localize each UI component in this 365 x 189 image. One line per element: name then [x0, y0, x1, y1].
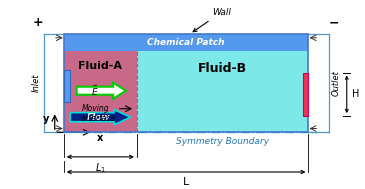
Text: Chemical Patch: Chemical Patch [147, 38, 225, 47]
Bar [64, 34, 308, 132]
Text: −: − [329, 16, 339, 29]
FancyArrow shape [70, 110, 131, 125]
FancyArrow shape [77, 83, 126, 99]
Bar [303, 73, 308, 116]
Bar [64, 70, 70, 102]
Text: Inlet: Inlet [32, 74, 41, 92]
Text: Outlet: Outlet [331, 70, 340, 96]
Text: Moving
Interface: Moving Interface [82, 104, 116, 123]
Text: y: y [42, 114, 49, 124]
Bar [64, 51, 137, 132]
Text: Symmetry Boundary: Symmetry Boundary [176, 137, 269, 146]
Bar [64, 34, 308, 51]
Text: x: x [97, 133, 104, 143]
Text: H: H [352, 89, 360, 99]
Text: L: L [183, 177, 189, 187]
Text: Fluid-B: Fluid-B [198, 62, 247, 74]
Text: Flow: Flow [87, 113, 111, 122]
Text: +: + [33, 16, 44, 29]
Text: Wall: Wall [193, 8, 231, 32]
Bar [137, 51, 308, 132]
Text: Fluid-A: Fluid-A [78, 61, 122, 71]
Text: $\vec{E}$: $\vec{E}$ [91, 84, 99, 98]
Text: $L_1$: $L_1$ [95, 162, 106, 175]
